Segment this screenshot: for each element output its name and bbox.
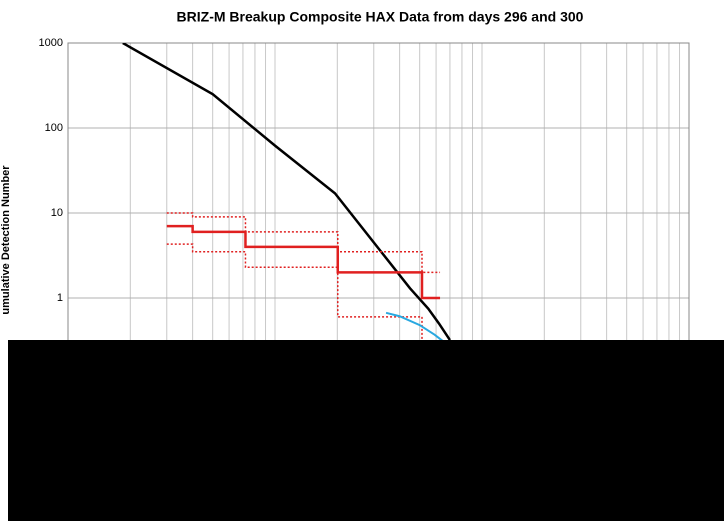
y-tick-label: 100 [45, 122, 63, 134]
y-axis-label: umulative Detection Number [0, 165, 12, 315]
occlusion [8, 340, 724, 521]
series-line [166, 212, 441, 274]
series-line [385, 311, 446, 344]
y-tick-label: 1 [57, 292, 63, 304]
y-tick-label: 10 [51, 207, 63, 219]
plot-lines [122, 43, 451, 344]
series-line [166, 243, 429, 344]
series-line [166, 224, 441, 300]
chart-title: BRIZ-M Breakup Composite HAX Data from d… [177, 9, 584, 25]
y-tick-label: 1000 [39, 37, 63, 49]
series-line [122, 43, 451, 341]
